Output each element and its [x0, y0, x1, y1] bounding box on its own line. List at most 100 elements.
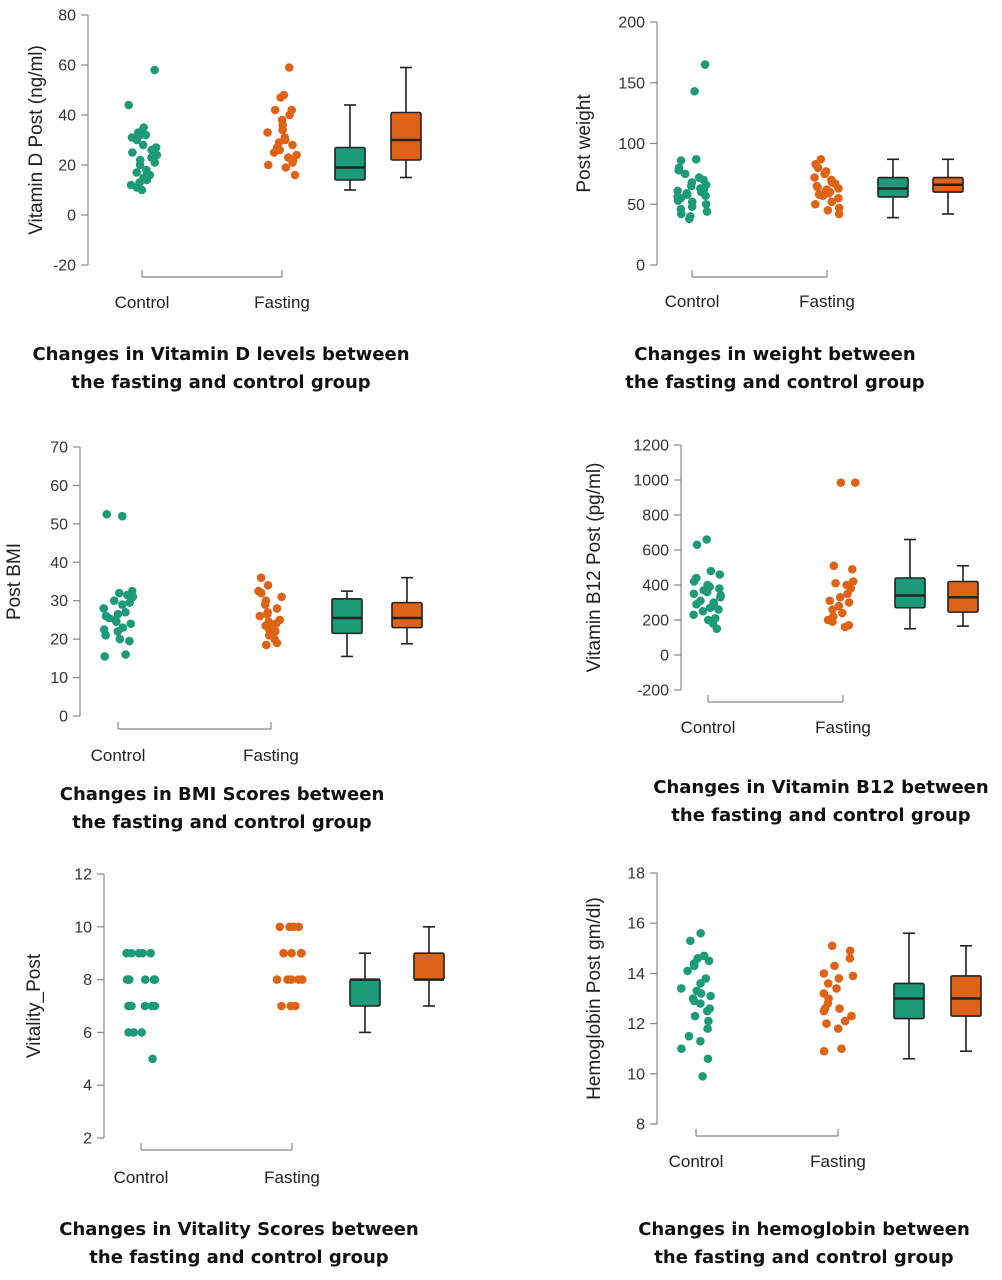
- data-point: [137, 1028, 147, 1037]
- data-point: [677, 1044, 686, 1053]
- data-point: [822, 1019, 831, 1028]
- box-iqr: [334, 146, 366, 181]
- chart-svg: -20 0 20 40 60 80 Vitamin D Post (ng/ml) Contro…: [26, 8, 422, 312]
- y-tick-label: 0: [660, 648, 669, 665]
- data-point: [277, 592, 286, 602]
- x-tick-label: Control: [91, 746, 146, 765]
- box-iqr: [413, 952, 445, 981]
- data-point: [698, 1072, 707, 1081]
- chart-title-line: the fasting and control group: [89, 1247, 389, 1268]
- data-point: [150, 975, 160, 984]
- box-iqr: [893, 982, 925, 1020]
- x-tick-label: Control: [665, 292, 720, 311]
- y-tick-label: 800: [642, 508, 669, 525]
- data-point: [692, 599, 701, 609]
- data-point: [141, 130, 151, 140]
- chart-svg: 0 10 20 30 40 50 60 70 Post BMI Control Fasting: [4, 440, 423, 765]
- data-point: [673, 186, 682, 196]
- data-point: [823, 979, 833, 988]
- data-point: [851, 478, 860, 487]
- chart-title-line: Changes in hemoglobin between: [638, 1219, 970, 1240]
- data-point: [126, 619, 136, 629]
- data-point: [683, 190, 692, 199]
- data-point: [112, 617, 121, 627]
- data-point: [272, 638, 282, 648]
- data-point: [716, 592, 725, 602]
- data-point: [701, 191, 710, 201]
- x-tick-label: Fasting: [243, 746, 299, 765]
- chart-title: Changes in weight between the fasting an…: [560, 341, 990, 397]
- data-point: [691, 154, 701, 164]
- y-tick-label: 400: [642, 578, 669, 595]
- y-tick-label: 40: [58, 108, 76, 125]
- data-point: [297, 975, 307, 984]
- data-point: [140, 1001, 150, 1011]
- chart-title-line: the fasting and control group: [72, 812, 372, 833]
- data-point: [290, 170, 300, 180]
- y-tick-label: 40: [50, 555, 68, 572]
- data-point: [684, 1031, 694, 1041]
- data-point: [123, 975, 133, 984]
- data-point: [700, 60, 710, 69]
- data-point: [690, 86, 699, 96]
- y-tick-label: 6: [83, 1025, 92, 1042]
- data-point: [102, 509, 112, 519]
- data-point: [689, 610, 698, 620]
- y-tick-label: 4: [83, 1078, 92, 1095]
- data-point: [834, 209, 844, 219]
- box-iqr: [950, 975, 982, 1017]
- data-point: [828, 605, 837, 614]
- y-axis-title: Vitality_Post: [24, 953, 45, 1058]
- data-point: [712, 624, 722, 634]
- chart-title: Changes in BMI Scores between the fastin…: [0, 781, 444, 837]
- data-point: [680, 169, 690, 179]
- chart-title-line: the fasting and control group: [625, 372, 925, 393]
- data-point: [115, 634, 125, 644]
- data-point: [279, 948, 288, 958]
- data-point: [835, 592, 845, 602]
- y-tick-label: 10: [50, 670, 68, 687]
- data-point: [706, 566, 716, 576]
- data-point: [673, 196, 683, 205]
- data-point: [277, 1001, 286, 1011]
- data-point: [827, 197, 837, 207]
- data-point: [690, 1011, 700, 1021]
- data-point: [831, 578, 840, 588]
- data-point: [832, 984, 841, 993]
- data-point: [100, 652, 110, 661]
- chart-title-line: Changes in Vitality Scores between: [59, 1219, 419, 1240]
- data-point: [125, 636, 134, 646]
- data-point: [813, 182, 822, 192]
- y-tick-label: 0: [59, 709, 68, 726]
- data-point: [269, 148, 279, 157]
- data-point: [819, 1006, 829, 1016]
- data-point: [676, 984, 686, 993]
- chart-svg: -200 0 200 400 600 800 1000 1200 Vitamin B12 Pos…: [584, 438, 979, 737]
- data-point: [686, 181, 696, 191]
- data-point: [134, 948, 144, 958]
- data-point: [272, 975, 282, 984]
- y-tick-label: 150: [618, 75, 645, 92]
- y-tick-label: 50: [50, 516, 68, 533]
- data-point: [287, 948, 296, 958]
- data-point: [819, 1046, 829, 1056]
- chart-title: Changes in Vitamin D levels between the …: [0, 341, 442, 397]
- chart-title-line: the fasting and control group: [671, 805, 971, 826]
- y-tick-label: 8: [83, 972, 92, 989]
- data-point: [689, 577, 699, 586]
- y-axis-title: Post BMI: [4, 543, 25, 620]
- data-point: [257, 588, 266, 598]
- chart-title: Changes in hemoglobin between the fastin…: [616, 1216, 992, 1272]
- data-point: [101, 631, 110, 640]
- y-axis-title: Post weight: [574, 94, 595, 193]
- data-point: [844, 598, 854, 607]
- data-point: [148, 1054, 157, 1064]
- y-tick-label: 18: [627, 866, 645, 883]
- data-point: [109, 596, 119, 606]
- chart-title-line: Changes in Vitamin D levels between: [32, 344, 410, 365]
- data-point: [288, 140, 297, 150]
- data-point: [135, 160, 145, 170]
- chart-hemoglobin: 8 10 12 14 16 18 Hemoglobin Post gm/dl) Control…: [560, 850, 1000, 1190]
- data-point: [686, 936, 695, 946]
- y-tick-label: 14: [627, 966, 645, 983]
